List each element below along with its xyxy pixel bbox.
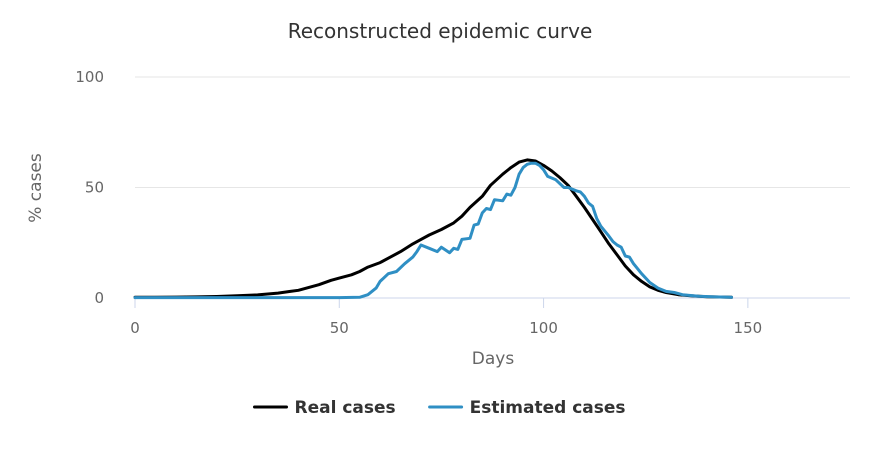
x-tick-label-150: 150 (734, 319, 763, 337)
series-line-real-cases (133, 158, 733, 299)
x-tick-label-50: 50 (330, 319, 349, 337)
legend-item-estimated-cases[interactable]: Estimated cases (428, 398, 626, 418)
y-axis-ticks: 0 50 100 (75, 68, 104, 307)
legend-item-real-cases[interactable]: Real cases (253, 398, 396, 418)
y-tick-label-100: 100 (75, 68, 104, 86)
y-tick-label-50: 50 (85, 179, 104, 197)
series-lines (133, 158, 733, 300)
legend[interactable]: Real cases Estimated cases (253, 398, 626, 418)
y-tick-label-0: 0 (94, 289, 104, 307)
gridlines (135, 76, 850, 299)
x-axis-label: Days (472, 349, 515, 369)
series-line-estimated-cases (133, 161, 733, 300)
x-tick-label-0: 0 (130, 319, 140, 337)
legend-label: Real cases (295, 398, 396, 418)
chart-title: Reconstructed epidemic curve (288, 19, 593, 43)
y-axis-label: % cases (26, 153, 46, 223)
legend-label: Estimated cases (470, 398, 626, 418)
x-axis-ticks: 0 50 100 150 (130, 298, 762, 337)
x-tick-label-100: 100 (529, 319, 558, 337)
